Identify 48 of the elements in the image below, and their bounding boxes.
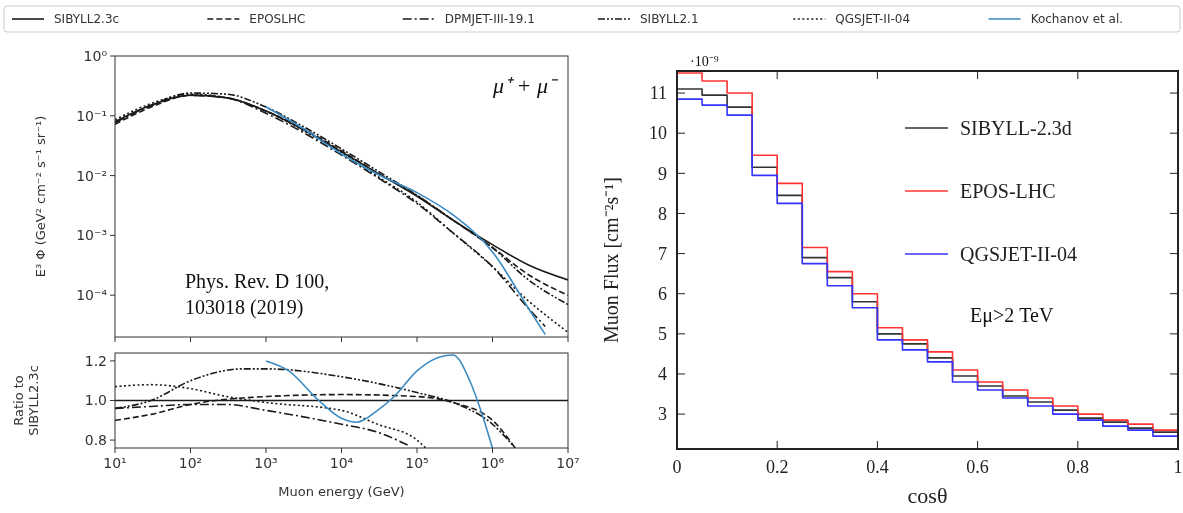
x-tick-label: 10⁶ — [480, 455, 505, 471]
annotation: μ⁺ + μ⁻ — [492, 73, 559, 98]
y-tick-label: 8 — [658, 203, 667, 224]
y-tick-label: 5 — [658, 324, 667, 345]
y-tick-label: 11 — [649, 83, 667, 104]
x-tick-label: 10⁵ — [405, 455, 429, 471]
y-tick-label: 10⁻² — [76, 167, 107, 184]
x-tick-label: 0.2 — [765, 457, 789, 477]
x-tick-label: 10⁴ — [329, 455, 354, 471]
y-tick-label: 10⁻³ — [76, 227, 107, 244]
legend-label: SIBYLL-2.3d — [960, 117, 1072, 139]
x-tick-label: 10⁷ — [556, 455, 580, 471]
y-axis-title: E³ Φ (GeV² cm⁻² s⁻¹ sr⁻¹) — [33, 115, 48, 278]
legend-label: QGSJET-II-04 — [960, 243, 1078, 265]
y-tick-label: 10 — [649, 123, 667, 144]
legend-label: SIBYLL2.3c — [54, 12, 120, 26]
y-tick-label: 0.8 — [84, 431, 107, 448]
y-tick-label: 10⁻⁴ — [76, 287, 108, 304]
y-tick-label: 3 — [658, 404, 667, 425]
x-tick-label: 0 — [672, 457, 682, 477]
legend-label: EPOS-LHC — [960, 180, 1056, 202]
y-axis-title: Muon Flux [cm⁻²s⁻¹] — [600, 177, 622, 343]
annotation: Phys. Rev. D 100, 103018 (2019) — [185, 270, 330, 319]
text: ·10⁻⁹ — [690, 54, 719, 69]
x-tick-label: 10² — [178, 455, 203, 471]
x-tick-label: 10¹ — [103, 455, 127, 471]
legend-label: DPMJET-III-19.1 — [444, 12, 535, 26]
y-tick-label: 7 — [658, 243, 667, 264]
x-axis-title: Muon energy (GeV) — [278, 484, 405, 499]
x-tick-label: 0.8 — [1066, 457, 1090, 477]
y-tick-label: 1.0 — [84, 392, 107, 409]
annotation: Eμ>2 TeV — [970, 304, 1054, 327]
y-axis-title: Ratio to SIBYLL2.3c — [10, 365, 41, 436]
legend-label: SIBYLL2.1 — [640, 12, 699, 26]
y-tick-label: 4 — [658, 364, 667, 385]
y-tick-label: 10⁰ — [83, 47, 108, 64]
x-axis-title: cosθ — [907, 483, 948, 508]
x-tick-label: 1 — [1173, 457, 1183, 477]
legend-label: EPOSLHC — [249, 12, 306, 26]
y-tick-label: 1.2 — [84, 352, 107, 369]
x-tick-label: 0.6 — [966, 457, 989, 477]
x-tick-label: 0.4 — [866, 457, 889, 477]
y-tick-label: 6 — [658, 284, 667, 305]
legend-label: Kochanov et al. — [1030, 12, 1124, 26]
y-tick-label: 9 — [658, 163, 667, 184]
y-tick-label: 10⁻¹ — [76, 107, 107, 124]
x-tick-label: 10³ — [254, 455, 278, 471]
legend-label: QGSJET-II-04 — [835, 12, 911, 26]
